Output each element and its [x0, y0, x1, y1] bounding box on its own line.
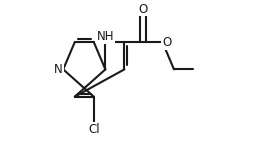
Text: O: O: [139, 3, 148, 15]
Text: NH: NH: [97, 30, 114, 43]
Text: N: N: [54, 63, 63, 76]
Text: O: O: [162, 36, 171, 49]
Text: Cl: Cl: [88, 123, 100, 136]
